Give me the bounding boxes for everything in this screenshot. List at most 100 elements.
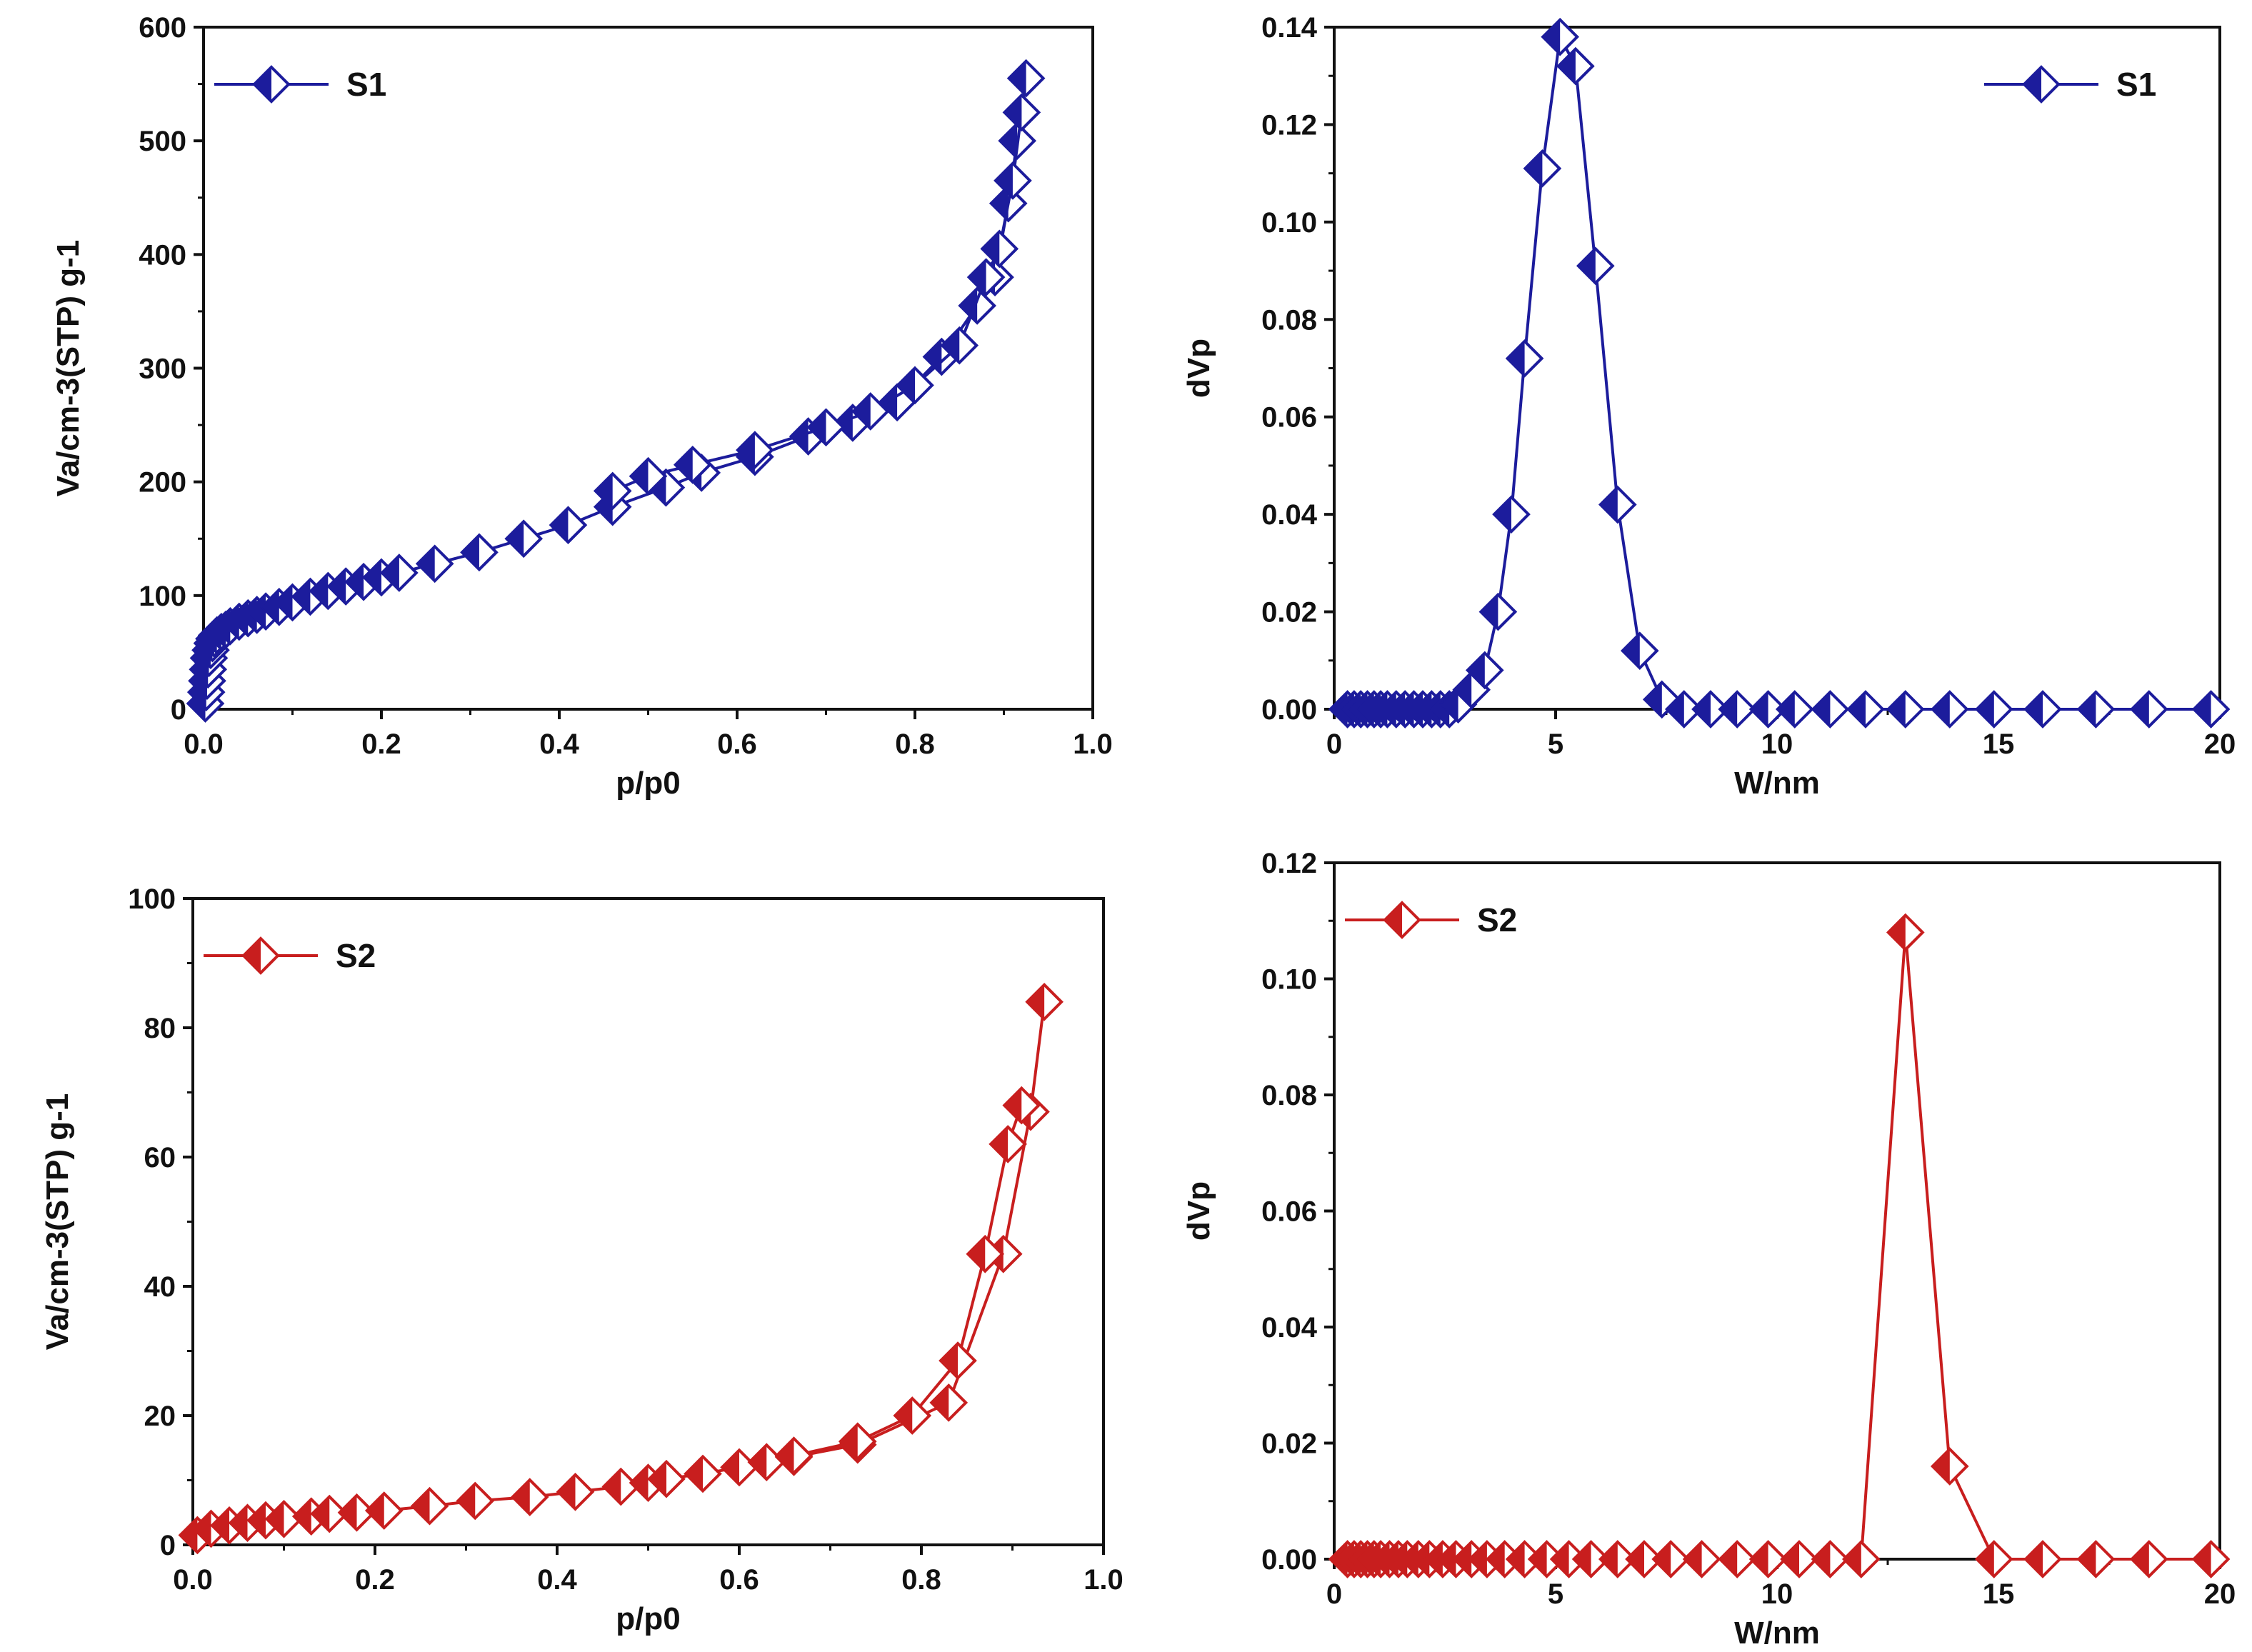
data-point bbox=[774, 1436, 814, 1475]
x-tick-label: 0.6 bbox=[717, 729, 757, 760]
legend-label: S1 bbox=[346, 66, 386, 103]
data-point bbox=[2129, 1540, 2168, 1578]
data-point bbox=[1505, 339, 1544, 378]
x-tick-label: 0.0 bbox=[173, 1564, 213, 1596]
legend-label: S2 bbox=[336, 937, 376, 974]
data-point bbox=[2023, 690, 2062, 729]
data-point bbox=[1886, 690, 1925, 729]
series-line bbox=[196, 1001, 1046, 1537]
data-point bbox=[510, 1478, 549, 1516]
data-point bbox=[980, 229, 1019, 269]
x-tick-label: 5 bbox=[1548, 1578, 1563, 1610]
y-axis-label: dVp bbox=[1181, 1181, 1216, 1241]
data-point bbox=[1664, 690, 1703, 729]
data-point bbox=[1571, 1540, 1611, 1578]
data-point bbox=[994, 161, 1032, 200]
x-axis-label: W/nm bbox=[1734, 766, 1820, 801]
y-tick-label: 600 bbox=[139, 12, 186, 44]
data-point bbox=[893, 1396, 932, 1435]
x-tick-label: 0.2 bbox=[355, 1564, 395, 1596]
y-tick-label: 20 bbox=[144, 1401, 176, 1432]
data-point bbox=[601, 1467, 641, 1506]
data-point bbox=[1682, 1540, 1721, 1578]
series-line bbox=[1347, 32, 2211, 711]
data-point bbox=[966, 1234, 1005, 1273]
y-tick-label: 0.00 bbox=[1261, 694, 1317, 726]
data-point bbox=[2191, 690, 2231, 729]
data-point bbox=[2023, 1540, 2062, 1578]
x-tick-label: 15 bbox=[1983, 729, 2015, 760]
data-point bbox=[1651, 1540, 1691, 1578]
y-tick-label: 100 bbox=[128, 883, 176, 915]
x-tick-label: 20 bbox=[2204, 1578, 2236, 1610]
data-point bbox=[1691, 690, 1730, 729]
data-point bbox=[629, 456, 668, 496]
data-point bbox=[1718, 1540, 1757, 1578]
data-point bbox=[1002, 93, 1041, 132]
x-tick-label: 0.8 bbox=[895, 729, 935, 760]
legend-marker bbox=[252, 65, 291, 104]
y-tick-label: 400 bbox=[139, 239, 186, 271]
x-tick-label: 0 bbox=[1326, 729, 1342, 760]
x-tick-label: 0.8 bbox=[901, 1564, 941, 1596]
x-tick-label: 0.4 bbox=[537, 1564, 577, 1596]
plot-frame bbox=[1333, 861, 2221, 1561]
plot-frame bbox=[1333, 26, 2221, 711]
y-tick-label: 100 bbox=[139, 581, 186, 612]
plot-frame bbox=[202, 26, 1094, 711]
y-tick-label: 300 bbox=[139, 354, 186, 385]
x-axis-label: p/p0 bbox=[616, 1601, 680, 1636]
data-point bbox=[1492, 495, 1531, 534]
legend-label: S2 bbox=[1477, 901, 1517, 938]
y-tick-label: 200 bbox=[139, 467, 186, 499]
data-point bbox=[1598, 1540, 1637, 1578]
data-point bbox=[673, 445, 712, 484]
data-point bbox=[647, 1459, 686, 1498]
x-tick-label: 1.0 bbox=[1073, 729, 1113, 760]
data-point bbox=[337, 1493, 376, 1532]
data-point bbox=[460, 533, 499, 572]
y-tick-label: 0.00 bbox=[1261, 1544, 1317, 1576]
data-point bbox=[310, 1494, 349, 1533]
data-point bbox=[1625, 1540, 1663, 1578]
x-axis-label: p/p0 bbox=[616, 766, 680, 801]
data-point bbox=[364, 1491, 404, 1530]
data-point bbox=[838, 1422, 877, 1461]
y-tick-label: 0.06 bbox=[1261, 402, 1317, 434]
y-tick-label: 0.12 bbox=[1261, 109, 1317, 141]
data-point bbox=[2191, 1540, 2231, 1578]
y-axis-label: dVp bbox=[1181, 339, 1216, 398]
y-tick-label: 0.06 bbox=[1261, 1196, 1317, 1228]
data-point bbox=[1780, 1540, 1818, 1578]
y-tick-label: 80 bbox=[144, 1013, 176, 1044]
data-point bbox=[1748, 1540, 1788, 1578]
data-point bbox=[989, 1125, 1027, 1163]
x-tick-label: 5 bbox=[1548, 729, 1563, 760]
legend-marker bbox=[2022, 65, 2061, 104]
data-point bbox=[1523, 149, 1562, 188]
data-point bbox=[456, 1481, 495, 1521]
data-point bbox=[939, 1341, 977, 1380]
data-point bbox=[806, 408, 846, 447]
plot-frame bbox=[191, 897, 1105, 1546]
y-axis-label: Va/cm-3(STP) g-1 bbox=[51, 240, 86, 496]
data-point bbox=[720, 1448, 759, 1487]
data-point bbox=[2129, 690, 2168, 729]
data-point bbox=[1576, 246, 1615, 286]
x-tick-label: 15 bbox=[1983, 1578, 2015, 1610]
data-point bbox=[1811, 690, 1850, 729]
s2-pore-distribution-chart: 0 5 10 15 20 0.00 0.02 0.04 0.06 0.08 0.10 0.12 W/nm… bbox=[1181, 848, 2236, 1651]
data-point bbox=[1025, 982, 1064, 1021]
data-point bbox=[929, 1383, 969, 1422]
data-point bbox=[1811, 1540, 1850, 1578]
x-tick-label: 0.0 bbox=[184, 729, 224, 760]
data-point bbox=[1620, 631, 1659, 670]
legend-label: S1 bbox=[2116, 66, 2156, 103]
y-tick-label: 0.08 bbox=[1261, 1080, 1317, 1111]
data-point bbox=[896, 366, 934, 405]
data-point bbox=[1748, 690, 1788, 729]
data-point bbox=[1556, 46, 1595, 86]
series-line bbox=[1347, 932, 2211, 1561]
x-tick-label: 0.4 bbox=[539, 729, 579, 760]
